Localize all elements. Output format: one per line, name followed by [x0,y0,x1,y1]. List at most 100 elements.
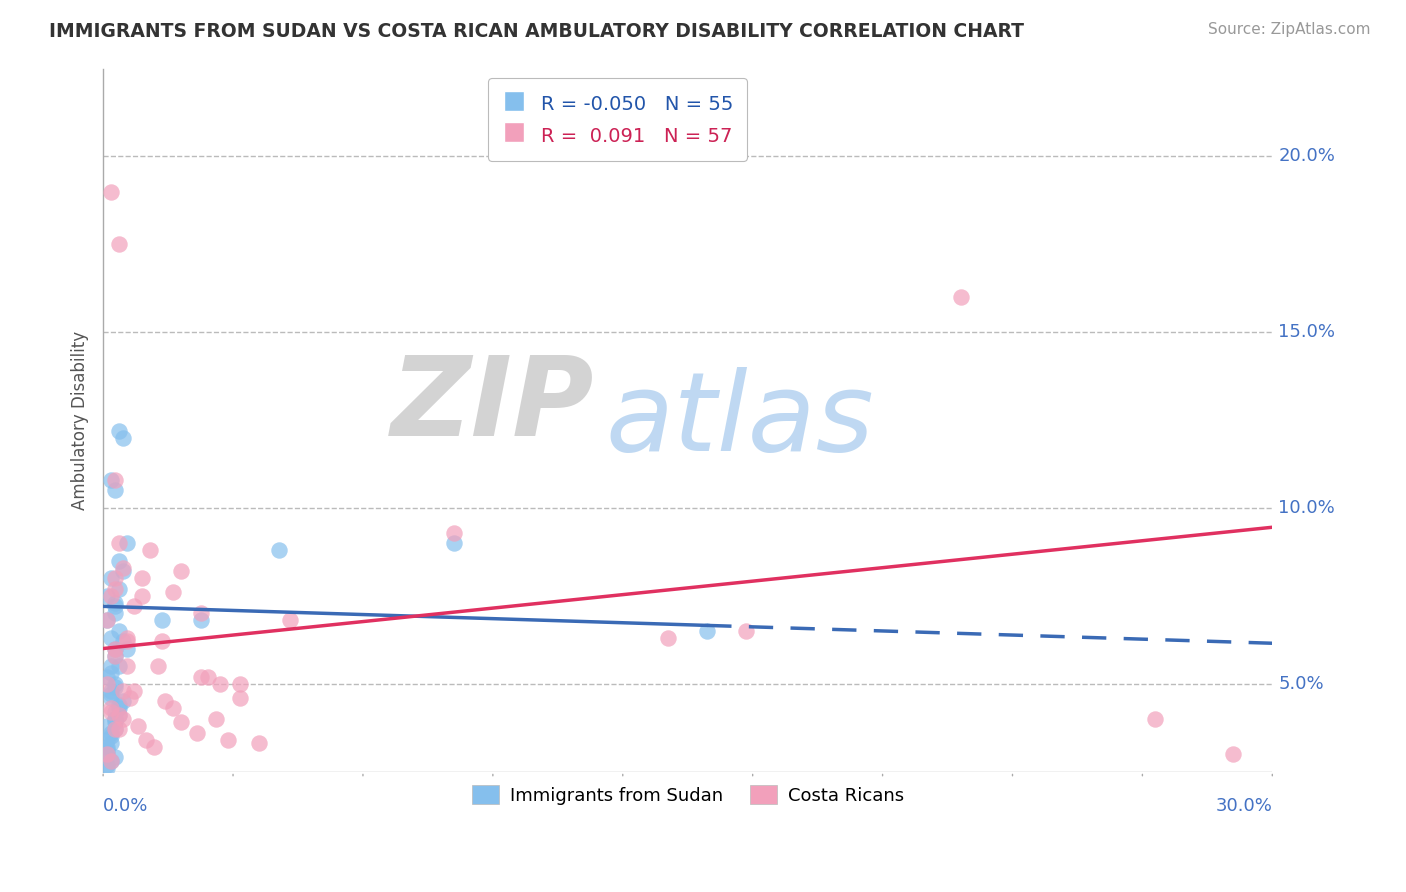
Point [111,431,134,445]
Point [100,736,122,750]
Point [1222,747,1244,761]
Point [104,723,127,737]
Point [135,733,157,747]
Point [197,670,219,684]
Point [107,701,129,715]
Point [104,641,127,656]
Point [131,589,153,603]
Point [120,690,142,705]
Point [735,624,758,638]
Point [170,715,193,730]
Point [96,589,118,603]
Point [150,614,173,628]
Point [100,690,122,705]
Point [104,712,127,726]
Point [205,712,228,726]
Text: 10.0%: 10.0% [1278,499,1334,517]
Point [104,676,127,690]
Point [139,543,162,558]
Point [100,705,122,719]
Text: 20.0%: 20.0% [1278,147,1336,165]
Point [100,754,122,768]
Point [96,719,118,733]
Point [100,631,122,645]
Point [162,585,184,599]
Point [190,614,212,628]
Point [104,712,127,726]
Text: ZIP: ZIP [391,352,595,459]
Point [170,564,193,578]
Point [100,730,122,744]
Point [131,571,153,585]
Text: 30.0%: 30.0% [1215,797,1272,814]
Point [104,705,127,719]
Point [104,648,127,663]
Point [657,631,679,645]
Legend: Immigrants from Sudan, Costa Ricans: Immigrants from Sudan, Costa Ricans [464,778,911,812]
Point [949,290,972,304]
Point [107,624,129,638]
Point [443,525,465,540]
Point [111,564,134,578]
Point [104,715,127,730]
Point [104,596,127,610]
Point [96,733,118,747]
Point [107,708,129,723]
Point [100,666,122,681]
Text: Source: ZipAtlas.com: Source: ZipAtlas.com [1208,22,1371,37]
Point [124,599,146,614]
Text: 0.0%: 0.0% [103,797,149,814]
Point [209,676,232,690]
Point [111,634,134,648]
Point [247,736,270,750]
Text: IMMIGRANTS FROM SUDAN VS COSTA RICAN AMBULATORY DISABILITY CORRELATION CHART: IMMIGRANTS FROM SUDAN VS COSTA RICAN AMB… [49,22,1024,41]
Point [111,712,134,726]
Point [96,614,118,628]
Point [228,676,250,690]
Point [107,659,129,673]
Point [107,554,129,568]
Point [162,701,184,715]
Point [104,648,127,663]
Point [96,614,118,628]
Y-axis label: Ambulatory Disability: Ambulatory Disability [72,330,89,509]
Point [100,701,122,715]
Point [96,761,118,775]
Point [104,750,127,764]
Point [96,676,118,690]
Point [115,659,138,673]
Point [190,607,212,621]
Point [1144,712,1167,726]
Text: 15.0%: 15.0% [1278,323,1336,341]
Point [696,624,718,638]
Point [96,743,118,757]
Point [107,536,129,550]
Point [267,543,290,558]
Point [111,683,134,698]
Point [107,723,129,737]
Point [104,680,127,694]
Point [190,670,212,684]
Point [104,571,127,585]
Point [100,185,122,199]
Point [100,571,122,585]
Point [104,582,127,596]
Point [100,589,122,603]
Point [115,536,138,550]
Point [111,694,134,708]
Point [278,614,301,628]
Point [104,641,127,656]
Point [107,237,129,252]
Point [100,659,122,673]
Point [155,694,177,708]
Point [104,723,127,737]
Point [107,424,129,438]
Point [115,631,138,645]
Point [115,641,138,656]
Point [100,726,122,740]
Point [96,670,118,684]
Point [96,747,118,761]
Text: 5.0%: 5.0% [1278,674,1324,693]
Point [100,754,122,768]
Point [104,473,127,487]
